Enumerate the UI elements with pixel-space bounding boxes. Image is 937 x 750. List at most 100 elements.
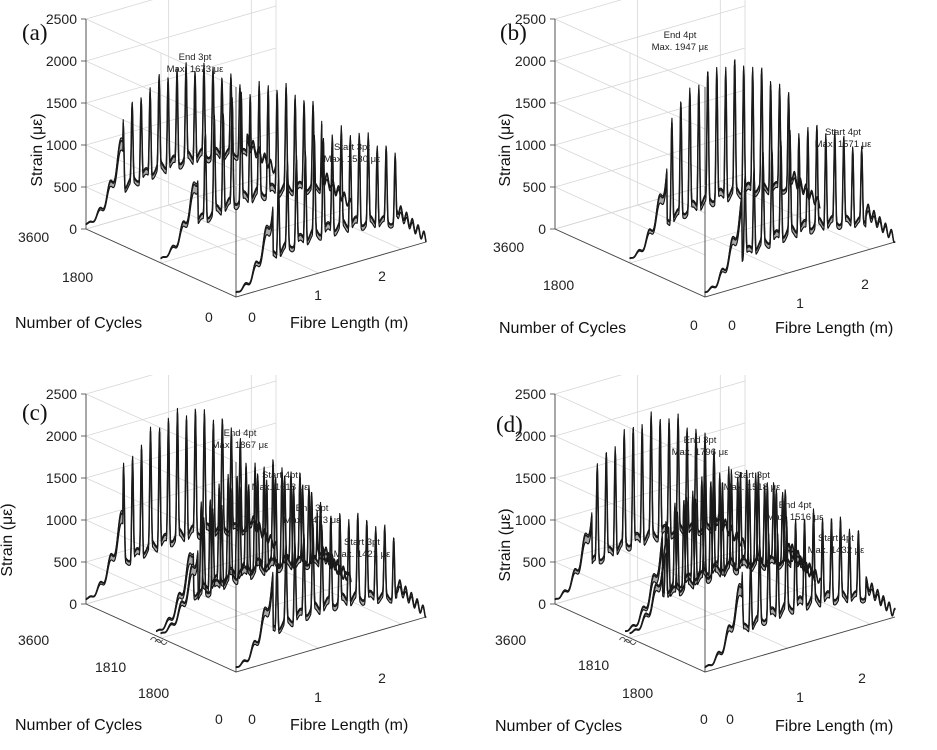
- annotation-title: End 4pt: [224, 428, 257, 439]
- cycles-axis-label: Number of Cycles: [499, 320, 626, 337]
- axis-break-marker: [619, 637, 637, 645]
- annotation-max: Max. 1530 με: [324, 154, 381, 165]
- axis-break-marker: [150, 637, 168, 645]
- trace-start-3pt: [235, 125, 427, 294]
- annotation-max: Max. 1947 με: [652, 42, 709, 53]
- annotation-max: Max. 1796 με: [672, 447, 729, 458]
- annotation-title: Start 3pt: [344, 537, 380, 548]
- strain-tick-label: 500: [54, 179, 78, 195]
- gridline-back: [85, 47, 277, 104]
- axes-group: [554, 0, 896, 298]
- annotation-max: Max. 1673 με: [167, 64, 224, 75]
- annotation-title: End 3pt: [179, 52, 212, 63]
- strain-tick-label: 1000: [515, 512, 546, 528]
- strain-tick-label: 1000: [46, 137, 77, 153]
- annotation-max: Max. 1473 με: [284, 515, 341, 526]
- strain-tick-label: 500: [523, 554, 547, 570]
- strain-tick-label: 1500: [515, 95, 546, 111]
- strain-tick-label: 1000: [515, 137, 546, 153]
- cycles-tick-label: 0: [700, 711, 708, 727]
- panel-a: 2500 2000 1500 1000 500 0 3600 1800 0 0 1 2 Strain (…: [0, 0, 468, 375]
- chart-svg: 2500 2000 1500 1000 500 0 3600 1810 1800 0 0 1 2 Stra…: [495, 375, 896, 735]
- chart-svg: 2500 2000 1500 1000 500 0 3600 1800 0 0 1 2 Strain (…: [15, 0, 427, 332]
- gridline-back: [554, 89, 746, 146]
- chart-svg: 2500 2000 1500 1000 500 0 3600 1800 0 0 1 2 Strain (…: [493, 0, 896, 337]
- cycles-tick-label: 1800: [62, 269, 93, 285]
- cycles-tick-label: 1810: [95, 659, 126, 675]
- fibre-tick-label: 2: [378, 670, 386, 686]
- panel-label: (b): [500, 20, 527, 45]
- fibre-tick-label: 2: [378, 268, 386, 284]
- trace-line: [85, 66, 277, 225]
- strain-tick-label: 2000: [515, 428, 546, 444]
- cycles-tick-label: 3600: [495, 632, 526, 648]
- panel-label: (c): [22, 400, 48, 425]
- panel-label: (a): [22, 20, 48, 45]
- strain-tick-label: 1500: [46, 95, 77, 111]
- cycles-axis-label: Number of Cycles: [495, 718, 622, 735]
- annotation-title: End 4pt: [664, 30, 697, 41]
- gridline-back: [85, 131, 277, 188]
- strain-tick-label: 0: [538, 596, 546, 612]
- strain-tick-label: 1500: [46, 470, 77, 486]
- fibre-tick-label: 1: [314, 689, 322, 705]
- gridline-back: [85, 380, 277, 437]
- gridline-back: [554, 131, 746, 188]
- annotation-title: Start 3pt: [734, 470, 770, 481]
- strain-axis-label: Strain (με): [0, 503, 16, 576]
- gridline-back: [554, 47, 746, 104]
- annotation-title: Start 4pt: [825, 127, 861, 138]
- trace-end-4pt: [629, 59, 821, 260]
- chart-svg: 2500 2000 1500 1000 500 0 3600 1810 1800 0 0 1 2 Stra…: [0, 375, 427, 734]
- fibre-tick-label: 0: [248, 711, 256, 727]
- gridline-back: [85, 375, 154, 395]
- cycles-tick-label: 3600: [18, 632, 49, 648]
- annotation-max: Max. 1516 με: [767, 512, 824, 523]
- fibre-tick-label: 0: [728, 317, 736, 333]
- strain-tick-label: 2500: [515, 386, 546, 402]
- annotation-max: Max. 1432 με: [808, 545, 865, 556]
- strain-tick-label: 500: [54, 554, 78, 570]
- gridline-back: [85, 5, 277, 62]
- strain-tick-label: 2500: [46, 386, 77, 402]
- gridline-back: [85, 422, 277, 479]
- cycles-axis-line: [85, 603, 237, 673]
- strain-tick-label: 2500: [46, 11, 77, 27]
- cycles-axis-label: Number of Cycles: [15, 315, 142, 332]
- fibre-tick-label: 2: [858, 670, 866, 686]
- strain-tick-label: 2000: [46, 53, 77, 69]
- annotation-max: Max. 1518 με: [724, 482, 781, 493]
- annotation-title: Start 3pt: [334, 142, 370, 153]
- fibre-tick-label: 2: [861, 276, 869, 292]
- cycles-axis-line: [554, 603, 706, 673]
- trace-line: [160, 85, 352, 259]
- cycles-tick-label: 0: [690, 317, 698, 333]
- fibre-tick-label: 0: [726, 711, 734, 727]
- strain-tick-label: 0: [538, 221, 546, 237]
- strain-axis-label: Strain (με): [29, 113, 46, 186]
- annotation-title: Start 4pt: [262, 470, 298, 481]
- fibre-tick-label: 1: [314, 287, 322, 303]
- cycles-tick-label: 1800: [138, 685, 169, 701]
- trace-line: [629, 63, 821, 259]
- trace-line: [235, 516, 427, 668]
- gridline-back: [554, 0, 623, 20]
- fibre-axis-label: Fibre Length (m): [290, 315, 408, 332]
- fibre-axis-label: Fibre Length (m): [290, 717, 408, 734]
- strain-tick-label: 0: [69, 596, 77, 612]
- annotation-max: Max. 1571 με: [815, 139, 872, 150]
- trace-line: [704, 512, 896, 668]
- trace-line: [629, 473, 821, 634]
- trace-line: [704, 129, 896, 293]
- fibre-axis-label: Fibre Length (m): [775, 718, 893, 735]
- trace-start-4pt: [704, 124, 896, 294]
